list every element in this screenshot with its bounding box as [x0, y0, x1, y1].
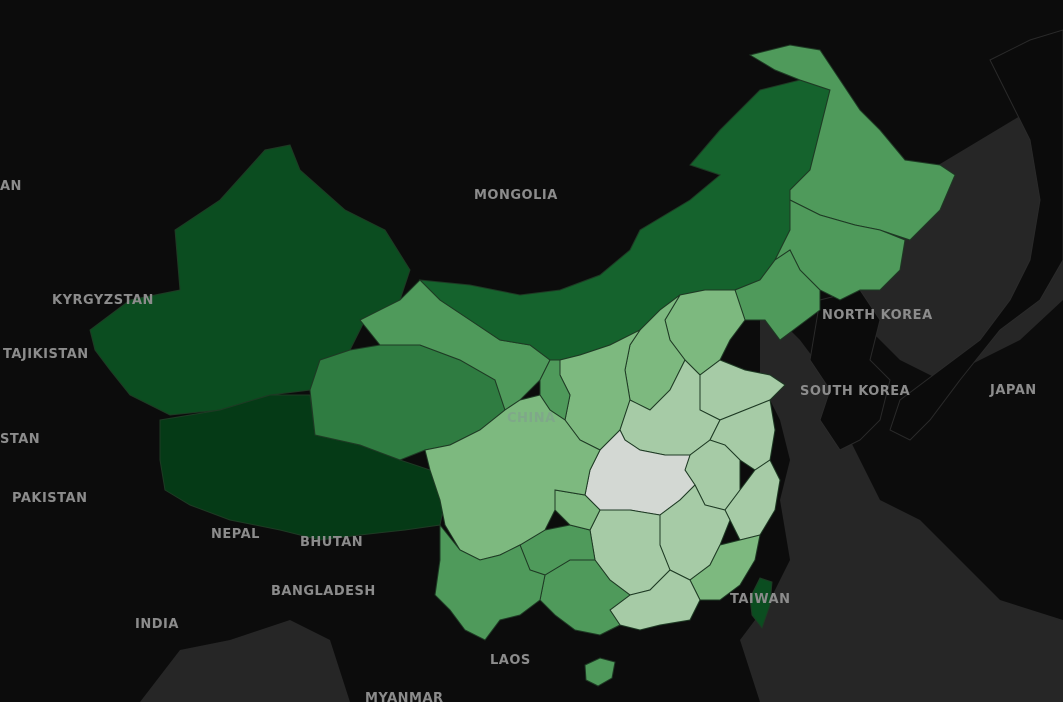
label-japan: JAPAN [989, 383, 1037, 398]
china-provinces [89, 44, 956, 687]
label-bangladesh: BANGLADESH [271, 584, 376, 599]
label-edge-left-1: AN [0, 179, 22, 194]
japan-land [889, 29, 1063, 441]
label-edge-left-2: STAN [0, 432, 40, 447]
label-north-korea-text: NORTH KOREA [822, 308, 933, 323]
label-india: INDIA [135, 617, 179, 632]
label-china: CHINA [507, 411, 556, 426]
province-yunnan[interactable] [434, 523, 546, 641]
province-fujian[interactable] [689, 534, 761, 601]
label-pakistan: PAKISTAN [12, 491, 87, 506]
province-taiwan[interactable] [749, 577, 773, 630]
label-mongolia: MONGOLIA [474, 188, 558, 203]
label-north-korea: NORTH KOREA [822, 308, 933, 323]
country-labels: MONGOLIA KYRGYZSTAN TAJIKISTAN PAKISTAN … [0, 179, 1037, 702]
bay-of-bengal [140, 620, 350, 702]
korea-land [809, 289, 891, 451]
label-kyrgyzstan: KYRGYZSTAN [52, 293, 154, 308]
label-nepal: NEPAL [211, 527, 260, 542]
sea-east [740, 300, 1063, 702]
province-sichuan[interactable] [424, 394, 601, 561]
label-tajikistan: TAJIKISTAN [3, 347, 89, 362]
province-hainan[interactable] [584, 657, 616, 687]
label-taiwan: TAIWAN [730, 592, 790, 607]
label-myanmar: MYANMAR [365, 691, 444, 702]
label-south-korea: SOUTH KOREA [800, 384, 910, 399]
province-liaoning[interactable] [734, 249, 821, 341]
label-bhutan: BHUTAN [300, 535, 363, 550]
province-heilongjiang[interactable] [748, 44, 956, 241]
label-laos: LAOS [490, 653, 531, 668]
